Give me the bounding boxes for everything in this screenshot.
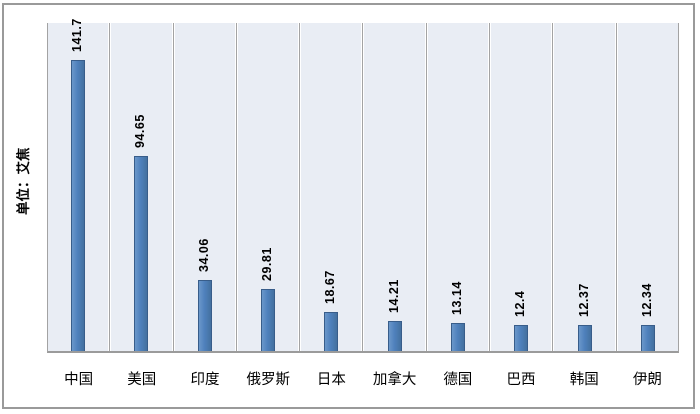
category-band-7: 13.14 — [427, 23, 489, 351]
gridline-separator — [489, 23, 491, 351]
gridline-separator — [172, 23, 174, 351]
gridline-separator — [362, 23, 364, 351]
bar-7 — [450, 323, 465, 351]
category-label-4: 俄罗斯 — [246, 372, 290, 388]
data-label: 18.67 — [323, 270, 338, 304]
category-band-4: 29.81 — [237, 23, 299, 351]
gridline-separator — [425, 23, 427, 351]
gridline-separator — [615, 23, 617, 351]
category-band-2: 94.65 — [111, 23, 172, 351]
category-band-5: 18.67 — [301, 23, 362, 351]
category-band-10: 12.34 — [617, 23, 678, 351]
bar-6 — [387, 321, 402, 351]
bar-10 — [640, 325, 655, 351]
bar-8 — [514, 325, 529, 351]
category-band-9: 12.37 — [554, 23, 615, 351]
data-label: 12.37 — [576, 283, 591, 317]
gridline-separator — [235, 23, 237, 351]
category-band-8: 12.4 — [491, 23, 552, 351]
category-band-3: 34.06 — [174, 23, 235, 351]
category-label-1: 中国 — [64, 372, 94, 388]
data-label: 141.7 — [70, 18, 85, 52]
bar-9 — [577, 325, 592, 351]
gridline-separator — [109, 23, 111, 351]
y-axis-title: 单位：艾焦 — [16, 147, 32, 216]
bar-2 — [134, 156, 149, 351]
gridline-separator — [552, 23, 554, 351]
bar-4 — [261, 289, 276, 351]
data-label: 14.21 — [386, 279, 401, 313]
data-label: 13.14 — [449, 281, 464, 315]
category-label-7: 德国 — [443, 372, 473, 388]
category-label-8: 巴西 — [506, 372, 536, 388]
category-band-1: 141.7 — [48, 18, 109, 351]
category-axis-labels: 中国 美国 印度 俄罗斯 日本 加拿大 德国 巴西 韩国 伊朗 — [47, 355, 679, 389]
category-label-10: 伊朗 — [632, 372, 662, 388]
data-label: 94.65 — [133, 114, 148, 148]
data-label: 12.4 — [513, 290, 528, 317]
category-label-2: 美国 — [127, 372, 157, 388]
bar-5 — [324, 312, 339, 351]
data-label: 34.06 — [196, 238, 211, 272]
category-label-6: 加拿大 — [372, 372, 417, 388]
bar-3 — [197, 280, 212, 351]
plot-area: 141.7 94.65 34.06 29.81 18.67 14.21 13.14 12.4 1… — [47, 18, 679, 353]
data-label: 29.81 — [260, 247, 275, 281]
category-label-3: 印度 — [190, 372, 220, 388]
data-label: 12.34 — [639, 283, 654, 317]
gridline-separator — [299, 23, 301, 351]
category-band-6: 14.21 — [364, 23, 425, 351]
category-label-5: 日本 — [316, 372, 346, 388]
bar-1 — [71, 60, 86, 351]
category-label-9: 韩国 — [569, 372, 599, 388]
